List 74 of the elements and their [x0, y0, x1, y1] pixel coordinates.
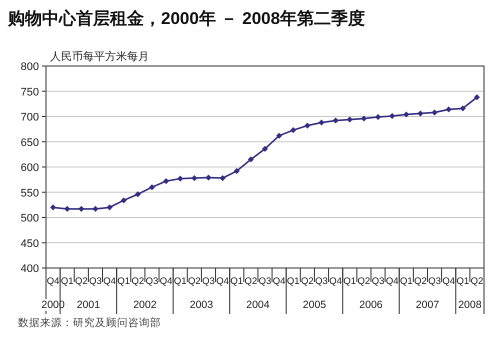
x-tick-label: Q4 [216, 276, 229, 287]
x-tick-label: Q4 [329, 276, 342, 287]
point [290, 127, 296, 134]
point [220, 175, 226, 182]
x-tick-label: Q4 [103, 276, 116, 287]
text: 2004 [246, 299, 270, 311]
text: 2006 [359, 299, 383, 311]
y-tick-label: 400 [20, 263, 39, 275]
point [276, 132, 282, 139]
x-tick-label: Q2 [131, 276, 144, 287]
point [50, 204, 56, 210]
y-tick-label: 700 [20, 112, 39, 124]
point [248, 156, 254, 162]
text: 2005 [302, 299, 326, 311]
y-tick-label: 600 [20, 162, 39, 174]
point [177, 176, 184, 182]
x-tick-label: Q2 [358, 276, 370, 287]
x-tick-label: Q4 [46, 276, 60, 287]
x-tick-label: Q3 [89, 276, 102, 287]
point [234, 168, 240, 174]
text: 2002 [133, 299, 157, 311]
chart-title: 购物中心首层租金，2000年 － 2008年第二季度 [7, 9, 366, 28]
point [106, 204, 113, 210]
text: 2001 [76, 299, 100, 311]
source-note: 数据来源：研究及顾问咨询部 [18, 316, 161, 329]
y-axis-title: 人民币每平方米每月 [50, 50, 149, 63]
x-tick-label: Q1 [117, 276, 130, 287]
x-tick-label: Q1 [174, 276, 187, 287]
point [262, 146, 268, 152]
x-tick-label: Q1 [400, 276, 413, 287]
x-tick-label: Q2 [301, 276, 314, 287]
point [403, 111, 410, 118]
x-tick-label: Q1 [230, 276, 244, 287]
point [163, 178, 170, 184]
x-tick-label: Q2 [188, 276, 201, 287]
point [148, 184, 155, 190]
x-tick-label: Q4 [160, 276, 172, 287]
x-tick-label: Q2 [470, 276, 484, 287]
point [134, 191, 141, 198]
x-tick-label: Q3 [372, 276, 384, 287]
x-tick-label: Q3 [202, 276, 215, 287]
x-tick-label: Q3 [258, 276, 272, 287]
point [332, 118, 339, 124]
x-tick-label: Q4 [272, 276, 286, 287]
y-tick-label: 550 [20, 187, 39, 200]
point [474, 94, 480, 100]
point [389, 112, 396, 119]
x-tick-label: Q2 [244, 276, 258, 287]
y-tick-label: 650 [20, 136, 39, 149]
x-tick-label: Q4 [442, 276, 456, 287]
x-tick-label: Q3 [428, 276, 441, 287]
x-tick-label: Q1 [456, 276, 470, 287]
point [64, 206, 70, 212]
x-tick-label: Q1 [343, 276, 356, 287]
point [460, 105, 466, 112]
x-tick-label: Q2 [414, 276, 427, 287]
x-tick-label: Q2 [74, 276, 88, 287]
y-tick-label: 800 [20, 61, 39, 73]
point [304, 122, 310, 129]
x-tick-label: Q4 [386, 276, 399, 287]
y-tick-label: 750 [20, 86, 39, 98]
text: 2003 [190, 299, 214, 311]
x-tick-label: Q1 [286, 276, 300, 287]
point [346, 116, 353, 123]
x-tick-label: Q3 [146, 276, 158, 287]
x-tick-label: Q3 [315, 276, 328, 287]
text: 2007 [416, 299, 440, 311]
y-tick-label: 500 [20, 212, 39, 224]
point [432, 109, 438, 116]
y-tick-label: 450 [20, 238, 39, 250]
point [78, 206, 84, 212]
x-tick-label: Q1 [60, 276, 74, 287]
point [120, 197, 127, 204]
text: 2008 [458, 299, 482, 311]
